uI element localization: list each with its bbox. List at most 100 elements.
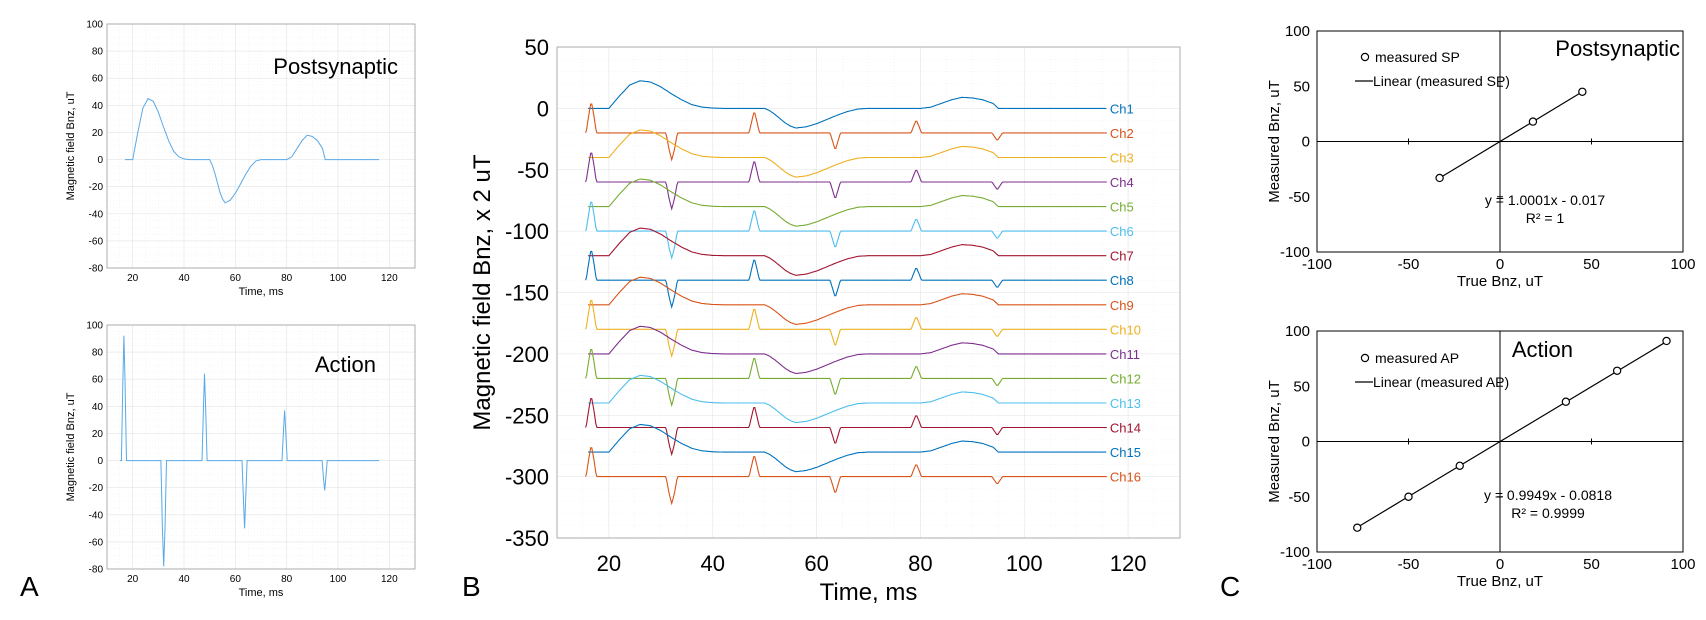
x-tick-label: 100 <box>330 273 347 284</box>
y-tick-label: 20 <box>92 429 104 440</box>
data-point <box>1561 397 1571 406</box>
channel-label: Ch4 <box>1110 175 1134 190</box>
channel-label: Ch6 <box>1110 224 1134 239</box>
axes-box <box>556 46 1181 539</box>
y-tick-label: 80 <box>92 348 104 359</box>
x-tick-label: 60 <box>230 574 242 585</box>
y-tick-label: 0 <box>537 96 549 121</box>
y-tick-label: 40 <box>92 101 104 112</box>
channel-label: Ch12 <box>1110 371 1141 386</box>
channel-label: Ch15 <box>1110 445 1141 460</box>
data-point <box>1528 117 1538 126</box>
x-tick-label: 120 <box>381 574 398 585</box>
y-tick-label: -200 <box>505 342 549 367</box>
panel-letter-a: A <box>20 571 39 602</box>
channel-trace <box>588 423 1107 473</box>
y-tick-label: -80 <box>89 264 104 275</box>
data-point <box>1612 366 1622 375</box>
x-tick-label: 60 <box>230 273 242 284</box>
y-tick-label: -60 <box>89 537 104 548</box>
channel-label: Ch7 <box>1110 249 1134 264</box>
channel-label: Ch13 <box>1110 396 1141 411</box>
y-tick-label: -300 <box>505 465 549 490</box>
panel-a2: 20 40 60 80 100 120 -80 -60 -40 -20 0 20 40 60 80 100 Ac… <box>65 321 416 599</box>
y-tick-label: -100 <box>1280 544 1310 561</box>
r-squared: R² = 0.9999 <box>1511 505 1585 521</box>
channel-trace <box>585 398 1107 457</box>
plot-title: Action <box>1512 337 1573 362</box>
x-tick-label: 100 <box>1670 256 1695 273</box>
panel-a1: 20 40 60 80 100 120 -80 -60 -40 -20 0 20 40 60 80 100 Po… <box>65 20 416 298</box>
y-tick-label: 80 <box>92 47 104 58</box>
x-tick-label: 80 <box>281 574 293 585</box>
panel-b: 20 40 60 80 100 120 -350 -300 -250 -200 -150 -100 -5… <box>469 35 1181 606</box>
channel-label: Ch5 <box>1110 200 1134 215</box>
channel-label: Ch11 <box>1110 347 1140 362</box>
data-point <box>1353 523 1362 532</box>
x-tick-label: 20 <box>127 574 139 585</box>
x-tick-label: 100 <box>1006 551 1043 576</box>
x-tick-label: 50 <box>1583 556 1600 573</box>
legend-entry: measured AP <box>1375 350 1459 366</box>
y-tick-label: 40 <box>92 402 104 413</box>
y-tick-label: 0 <box>97 456 103 467</box>
panel-letter-b: B <box>462 571 481 602</box>
y-tick-label: -50 <box>1288 189 1310 206</box>
panel-letter-c: C <box>1220 571 1240 602</box>
y-tick-label: -100 <box>1280 244 1310 261</box>
channel-trace <box>585 201 1107 260</box>
x-axis-label: Time, ms <box>820 579 918 606</box>
fit-line <box>1439 91 1583 179</box>
x-axis-label: Time, ms <box>239 587 284 599</box>
y-tick-label: -40 <box>89 209 104 220</box>
y-tick-label: 50 <box>1293 378 1310 395</box>
legend-entry: measured SP <box>1375 49 1460 65</box>
x-tick-label: 120 <box>1110 551 1147 576</box>
data-point <box>1662 336 1671 346</box>
x-tick-label: 120 <box>381 273 398 284</box>
channel-trace <box>588 227 1107 276</box>
y-tick-label: -80 <box>89 565 104 576</box>
channel-trace <box>585 103 1107 162</box>
x-tick-label: 40 <box>178 273 190 284</box>
channel-trace <box>585 152 1107 211</box>
axes-box <box>106 324 416 570</box>
y-tick-label: -150 <box>505 281 549 306</box>
series-line <box>125 97 380 204</box>
x-axis-label: Time, ms <box>239 286 284 298</box>
y-tick-label: -350 <box>505 526 549 551</box>
channel-trace <box>588 178 1107 227</box>
channel-label: Ch16 <box>1110 470 1141 485</box>
y-tick-label: 60 <box>92 74 104 85</box>
y-tick-label: 50 <box>1293 78 1310 95</box>
channel-trace <box>588 374 1107 424</box>
x-tick-label: 40 <box>701 551 725 576</box>
x-axis-label: True Bnz, uT <box>1457 273 1543 290</box>
y-tick-label: 0 <box>1302 134 1310 151</box>
channel-trace <box>588 80 1107 129</box>
y-tick-label: 100 <box>86 321 103 332</box>
y-tick-label: -60 <box>89 236 104 247</box>
channel-trace <box>588 129 1107 178</box>
y-tick-label: -20 <box>89 483 104 494</box>
x-tick-label: -100 <box>1302 256 1332 273</box>
plot-title: Postsynaptic <box>1555 36 1680 61</box>
y-axis-label: Measured Bnz, uT <box>1266 80 1283 203</box>
channel-label: Ch9 <box>1110 298 1134 313</box>
x-tick-label: 50 <box>1583 256 1600 273</box>
legend-marker <box>1360 353 1370 363</box>
series-line <box>119 335 380 567</box>
fit-equation: y = 0.9949x - 0.0818 <box>1484 487 1612 503</box>
channel-trace <box>585 299 1107 359</box>
x-axis-label: True Bnz, uT <box>1457 573 1543 590</box>
data-point <box>1435 173 1444 183</box>
plot-title: Action <box>315 352 376 377</box>
channel-label: Ch14 <box>1110 421 1141 436</box>
y-tick-label: 50 <box>525 35 549 60</box>
channel-label: Ch8 <box>1110 273 1134 288</box>
r-squared: R² = 1 <box>1526 210 1565 226</box>
y-tick-label: -50 <box>1288 489 1310 506</box>
y-tick-label: 100 <box>1285 323 1310 340</box>
legend-marker <box>1360 52 1370 62</box>
x-tick-label: 20 <box>127 273 139 284</box>
